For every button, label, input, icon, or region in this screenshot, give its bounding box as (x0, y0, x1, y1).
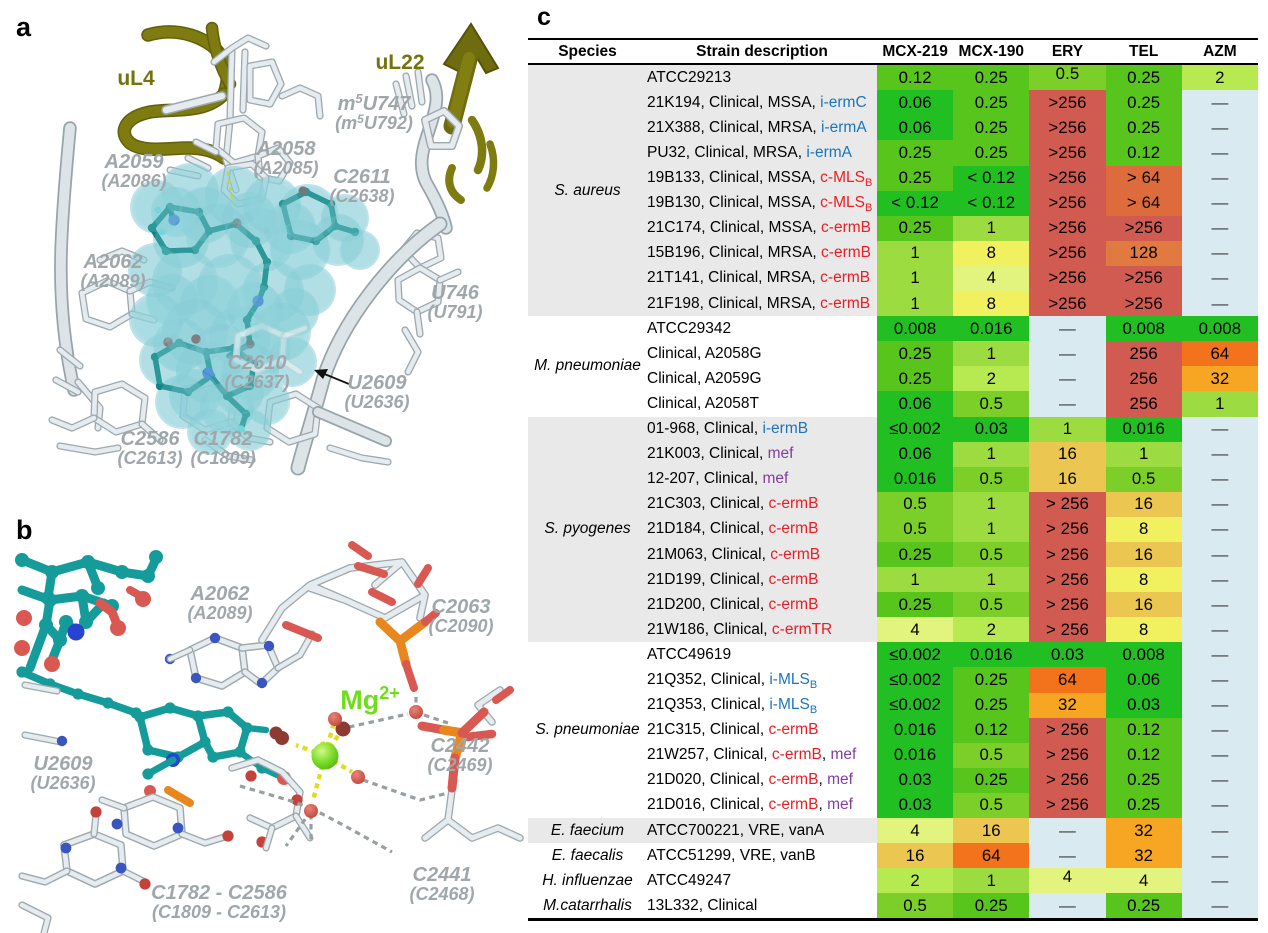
svg-text:(A2085): (A2085) (253, 158, 318, 178)
svg-text:C2063: C2063 (432, 596, 491, 618)
svg-text:A2058: A2058 (256, 138, 317, 160)
svg-text:A2062: A2062 (83, 251, 143, 273)
svg-text:A2059: A2059 (104, 151, 165, 173)
svg-text:U2609: U2609 (34, 753, 94, 775)
svg-text:C1782 - C2586: C1782 - C2586 (151, 882, 288, 904)
svg-text:(U791): (U791) (427, 302, 482, 322)
svg-text:C2441: C2441 (413, 864, 472, 886)
svg-text:uL22: uL22 (375, 51, 424, 74)
svg-text:Mg2+: Mg2+ (340, 683, 400, 715)
svg-text:(C2090): (C2090) (428, 616, 493, 636)
svg-text:(A2089): (A2089) (187, 603, 252, 623)
svg-text:(A2086): (A2086) (101, 171, 166, 191)
svg-text:C2611: C2611 (333, 166, 390, 188)
svg-text:C1782: C1782 (194, 428, 253, 450)
svg-text:(C1809): (C1809) (190, 448, 255, 468)
svg-text:(C2637): (C2637) (224, 372, 289, 392)
svg-text:(A2089): (A2089) (80, 271, 145, 291)
svg-text:(C2613): (C2613) (117, 448, 182, 468)
svg-text:U746: U746 (431, 282, 480, 304)
svg-text:C2610: C2610 (228, 352, 287, 374)
svg-text:b: b (16, 515, 33, 545)
svg-text:(C1809 - C2613): (C1809 - C2613) (152, 902, 286, 922)
svg-text:(C2469): (C2469) (427, 755, 492, 775)
svg-text:a: a (16, 12, 32, 42)
svg-text:A2062: A2062 (190, 583, 250, 605)
svg-text:m5U747: m5U747 (338, 91, 412, 115)
svg-text:(C2638): (C2638) (329, 186, 394, 206)
svg-text:(m5U792): (m5U792) (335, 112, 413, 133)
svg-text:(C2468): (C2468) (409, 884, 474, 904)
svg-text:(U2636): (U2636) (30, 773, 95, 793)
svg-text:C2442: C2442 (431, 735, 490, 757)
svg-text:(U2636): (U2636) (344, 392, 409, 412)
svg-text:uL4: uL4 (117, 67, 155, 90)
svg-text:U2609: U2609 (348, 372, 408, 394)
svg-text:C2586: C2586 (121, 428, 181, 450)
